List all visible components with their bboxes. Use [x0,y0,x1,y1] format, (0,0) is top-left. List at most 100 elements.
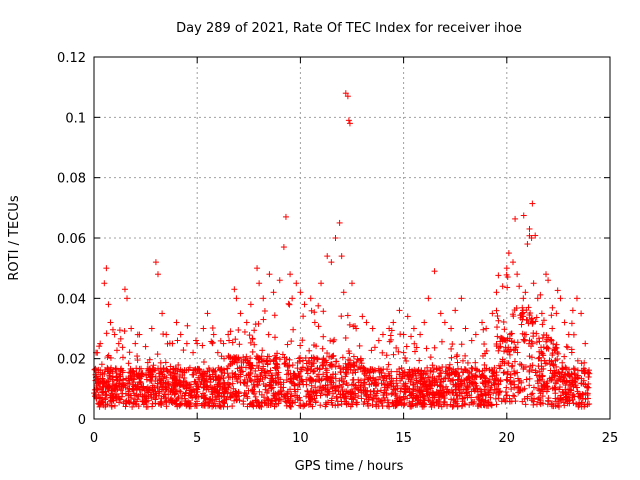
data-point [154,351,161,358]
data-point [521,337,528,344]
data-point [542,360,549,367]
data-point [353,325,360,332]
data-point [235,327,242,334]
data-point [523,376,530,383]
data-point [301,301,308,308]
data-point [254,265,261,272]
data-point [342,90,349,97]
data-point [404,395,411,402]
data-point [340,364,347,371]
data-point [216,366,223,373]
data-point [262,386,269,393]
data-point [330,379,337,386]
data-point [386,338,393,345]
data-point [523,331,530,338]
data-point [121,328,128,335]
data-point [345,348,352,355]
data-point [570,331,577,338]
data-point [381,384,388,391]
data-point [332,235,339,241]
data-point [116,327,123,334]
data-point [169,340,176,347]
data-point [418,384,425,391]
data-point [303,367,310,374]
data-point [97,394,104,401]
data-point [332,383,339,390]
data-point [554,377,561,384]
data-point [495,347,502,354]
data-point [389,399,396,406]
data-point [225,354,232,361]
data-point [229,391,236,398]
data-point [187,381,194,388]
data-point [388,391,395,398]
data-point [233,393,240,400]
data-point [191,366,198,373]
data-point [458,341,465,348]
data-point [517,312,524,319]
data-point [112,394,119,401]
data-point [439,364,446,371]
data-point [520,295,527,302]
data-point [124,295,131,302]
data-point [355,379,362,386]
x-tick-label: 20 [499,431,516,446]
data-point [529,320,536,327]
data-point [149,403,156,410]
data-point [300,401,307,408]
data-point [544,344,551,351]
data-point [530,280,537,287]
data-point [372,392,379,399]
data-point [217,402,224,409]
data-point [539,334,546,341]
data-point [307,375,314,382]
data-point [549,352,556,359]
data-point [277,388,284,395]
data-point [408,376,415,383]
data-point [252,367,259,374]
data-point [265,387,272,394]
data-point [525,304,532,311]
data-point [286,356,293,363]
data-point [95,379,102,386]
data-point [530,401,537,408]
data-point [164,378,171,385]
data-point [308,363,315,370]
data-point [514,271,521,278]
data-point [544,336,551,343]
data-point [159,371,166,378]
data-point [108,387,115,394]
data-point [558,369,565,376]
data-point [388,382,395,389]
data-point [495,272,502,279]
data-point [490,379,497,386]
data-point [258,391,265,398]
data-point [427,354,434,361]
data-point [548,401,555,408]
data-point [143,395,150,402]
data-point [232,336,239,343]
data-point [554,287,561,294]
data-point [462,325,469,332]
data-point [307,295,314,302]
data-point [361,376,368,383]
data-point [154,384,161,391]
data-point [127,365,134,372]
data-point [319,345,326,352]
data-point [149,373,156,380]
data-point [282,398,289,405]
data-point [213,396,220,403]
data-point [379,331,386,338]
data-point [371,344,378,351]
data-point [344,312,351,319]
data-point [563,343,570,350]
data-point [505,250,512,257]
data-point [433,388,440,395]
data-point [403,343,410,350]
data-point [175,379,182,386]
data-point [335,388,342,395]
data-point [249,388,256,395]
data-point [549,304,556,311]
data-point [500,369,507,376]
data-point [99,375,106,382]
